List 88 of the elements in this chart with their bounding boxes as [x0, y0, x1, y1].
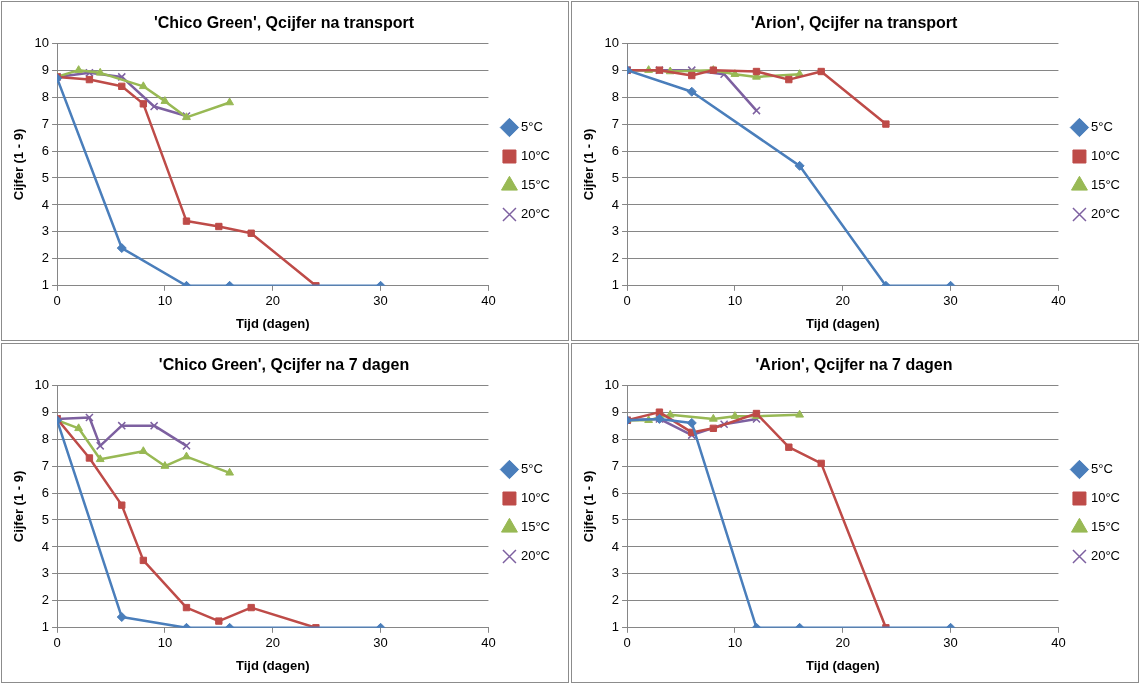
x-tick-label: 30 — [373, 635, 388, 651]
x-axis-title: Tijd (dagen) — [806, 315, 880, 331]
y-tick-label: 6 — [41, 142, 50, 158]
legend-label: 5°C — [520, 461, 543, 477]
x-tick-label: 40 — [1051, 635, 1066, 651]
y-tick-label: 1 — [41, 619, 50, 635]
y-tick-label: 9 — [41, 403, 50, 419]
x-tick-label: 30 — [373, 293, 388, 309]
legend-label: 20°C — [1090, 206, 1120, 222]
legend-label: 15°C — [520, 177, 550, 193]
y-tick-label: 8 — [41, 88, 50, 104]
y-tick-label: 6 — [611, 484, 620, 500]
y-tick-label: 5 — [41, 511, 50, 527]
y-tick-label: 1 — [41, 277, 50, 293]
y-tick-label: 2 — [41, 250, 50, 266]
legend-label: 5°C — [1090, 119, 1113, 135]
y-tick-label: 6 — [41, 484, 50, 500]
y-axis-title: Cijfer (1 - 9) — [11, 128, 27, 201]
legend-label: 10°C — [1090, 148, 1120, 164]
y-tick-label: 8 — [41, 430, 50, 446]
y-tick-label: 2 — [611, 592, 620, 608]
y-tick-label: 6 — [611, 142, 620, 158]
chart-title: 'Arion', Qcijfer na transport — [750, 14, 959, 32]
y-tick-label: 4 — [41, 538, 50, 554]
legend-label: 20°C — [1090, 548, 1120, 564]
x-tick-label: 30 — [943, 293, 958, 309]
legend-label: 5°C — [520, 119, 543, 135]
x-tick-label: 0 — [53, 635, 61, 651]
legend-label: 10°C — [520, 148, 550, 164]
legend-label: 10°C — [1090, 490, 1120, 506]
y-axis-title: Cijfer (1 - 9) — [581, 470, 597, 543]
chart-title: 'Chico Green', Qcijfer na transport — [153, 14, 415, 32]
x-tick-label: 0 — [53, 293, 61, 309]
y-tick-label: 9 — [611, 61, 620, 77]
x-tick-label: 20 — [835, 635, 850, 651]
legend-label: 15°C — [1090, 519, 1120, 535]
y-tick-label: 9 — [41, 61, 50, 77]
chart-title: 'Chico Green', Qcijfer na 7 dagen — [158, 356, 410, 374]
x-tick-label: 20 — [265, 635, 280, 651]
y-tick-label: 3 — [41, 565, 50, 581]
y-tick-label: 10 — [34, 34, 50, 50]
x-tick-label: 30 — [943, 635, 958, 651]
y-tick-label: 8 — [611, 430, 620, 446]
y-tick-label: 3 — [41, 223, 50, 239]
chart-title: 'Arion', Qcijfer na 7 dagen — [755, 356, 953, 374]
y-tick-label: 7 — [611, 115, 620, 131]
y-tick-label: 5 — [611, 169, 620, 185]
x-tick-label: 10 — [157, 293, 173, 309]
x-axis-title: Tijd (dagen) — [236, 657, 310, 673]
y-tick-label: 7 — [41, 115, 50, 131]
x-tick-label: 10 — [727, 293, 743, 309]
y-tick-label: 4 — [611, 538, 620, 554]
y-tick-label: 9 — [611, 403, 620, 419]
y-tick-label: 7 — [611, 457, 620, 473]
legend-label: 5°C — [1090, 461, 1113, 477]
y-tick-label: 7 — [41, 457, 50, 473]
legend-label: 15°C — [1090, 177, 1120, 193]
y-tick-label: 4 — [611, 196, 620, 212]
x-tick-label: 40 — [481, 293, 496, 309]
x-axis-title: Tijd (dagen) — [806, 657, 880, 673]
y-tick-label: 2 — [41, 592, 50, 608]
x-tick-label: 10 — [727, 635, 743, 651]
x-tick-label: 40 — [481, 635, 496, 651]
x-tick-label: 0 — [623, 635, 631, 651]
legend-label: 10°C — [520, 490, 550, 506]
y-tick-label: 10 — [34, 376, 50, 392]
y-axis-title: Cijfer (1 - 9) — [11, 470, 27, 543]
legend-label: 15°C — [520, 519, 550, 535]
x-tick-label: 40 — [1051, 293, 1066, 309]
x-tick-label: 20 — [265, 293, 280, 309]
x-tick-label: 20 — [835, 293, 850, 309]
y-tick-label: 1 — [611, 619, 620, 635]
x-axis-title: Tijd (dagen) — [236, 315, 310, 331]
y-tick-label: 3 — [611, 223, 620, 239]
x-tick-label: 10 — [157, 635, 173, 651]
y-tick-label: 8 — [611, 88, 620, 104]
legend-label: 20°C — [520, 206, 550, 222]
y-axis-title: Cijfer (1 - 9) — [581, 128, 597, 201]
x-tick-label: 0 — [623, 293, 631, 309]
y-tick-label: 4 — [41, 196, 50, 212]
y-tick-label: 10 — [604, 34, 620, 50]
y-tick-label: 10 — [604, 376, 620, 392]
legend-label: 20°C — [520, 548, 550, 564]
y-tick-label: 2 — [611, 250, 620, 266]
y-tick-label: 5 — [41, 169, 50, 185]
y-tick-label: 3 — [611, 565, 620, 581]
y-tick-label: 5 — [611, 511, 620, 527]
y-tick-label: 1 — [611, 277, 620, 293]
